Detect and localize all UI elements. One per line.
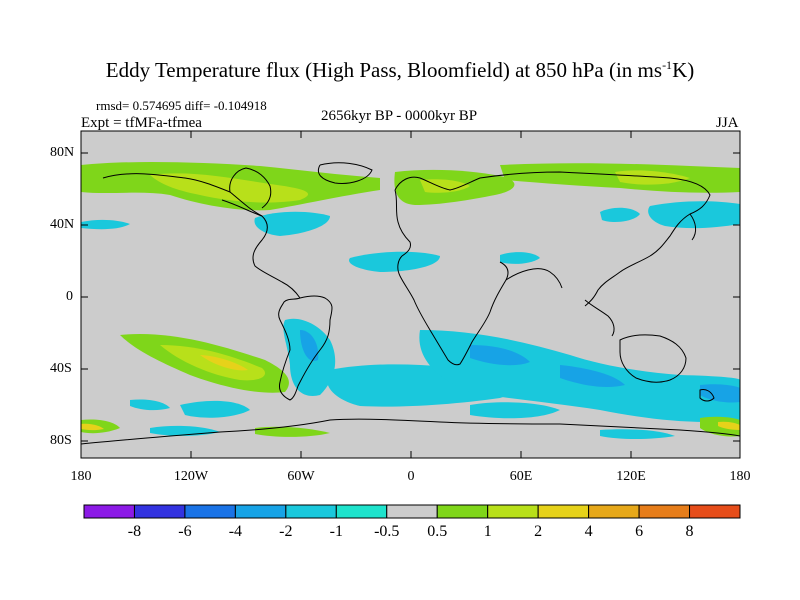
stats-line: rmsd= 0.574695 diff= -0.104918: [96, 98, 267, 113]
colorbar-box: [689, 504, 741, 519]
colorbar-box: [537, 504, 590, 519]
lat-label-0: 0: [66, 289, 73, 304]
colorbar-label: -8: [127, 523, 142, 540]
lon-label-60w: 60W: [287, 469, 315, 484]
colorbar-label: -2: [279, 523, 293, 540]
colorbar-label: -0.5: [374, 523, 400, 540]
lon-label-180w: 180: [70, 469, 92, 484]
colorbar-box: [285, 504, 337, 519]
colorbar-box: [335, 504, 388, 519]
colorbar-box: [234, 504, 287, 519]
map-title: Eddy Temperature flux (High Pass, Bloomf…: [105, 58, 695, 82]
colorbar-label: 0.5: [427, 523, 448, 540]
colorbar-box: [184, 504, 236, 519]
colorbar-label: 1: [483, 523, 492, 540]
lon-label-120e: 120E: [616, 469, 646, 484]
period-label: 2656kyr BP - 0000kyr BP: [321, 108, 478, 124]
experiment-label: Expt = tfMFa-tfmea: [81, 115, 202, 131]
colorbar-box: [133, 504, 186, 519]
colorbar-box: [83, 504, 135, 519]
season-label: JJA: [716, 115, 739, 131]
colorbar-label: -4: [228, 523, 243, 540]
lat-label-80s: 80S: [50, 433, 72, 448]
axis-ticks: [81, 131, 740, 458]
lon-label-120w: 120W: [173, 469, 209, 484]
lat-label-40n: 40N: [50, 217, 75, 232]
colorbar: [83, 504, 741, 519]
colorbar-label: -6: [178, 523, 192, 540]
colorbar-label: -1: [329, 523, 343, 540]
lat-label-40s: 40S: [50, 361, 72, 376]
colorbar-box: [386, 504, 438, 519]
lon-label-180e: 180: [729, 469, 751, 484]
field-layer: [81, 162, 740, 439]
colorbar-label: 2: [534, 523, 543, 540]
colorbar-box: [487, 504, 539, 519]
coastlines: [81, 162, 740, 445]
colorbar-label: 6: [635, 523, 644, 540]
colorbar-box: [638, 504, 691, 519]
colorbar-label: 8: [685, 523, 694, 540]
lat-label-80n: 80N: [50, 145, 75, 160]
colorbar-box: [436, 504, 489, 519]
colorbar-box: [588, 504, 640, 519]
lon-label-60e: 60E: [509, 469, 533, 484]
colorbar-label: 4: [584, 523, 593, 540]
lon-label-0: 0: [407, 469, 415, 484]
